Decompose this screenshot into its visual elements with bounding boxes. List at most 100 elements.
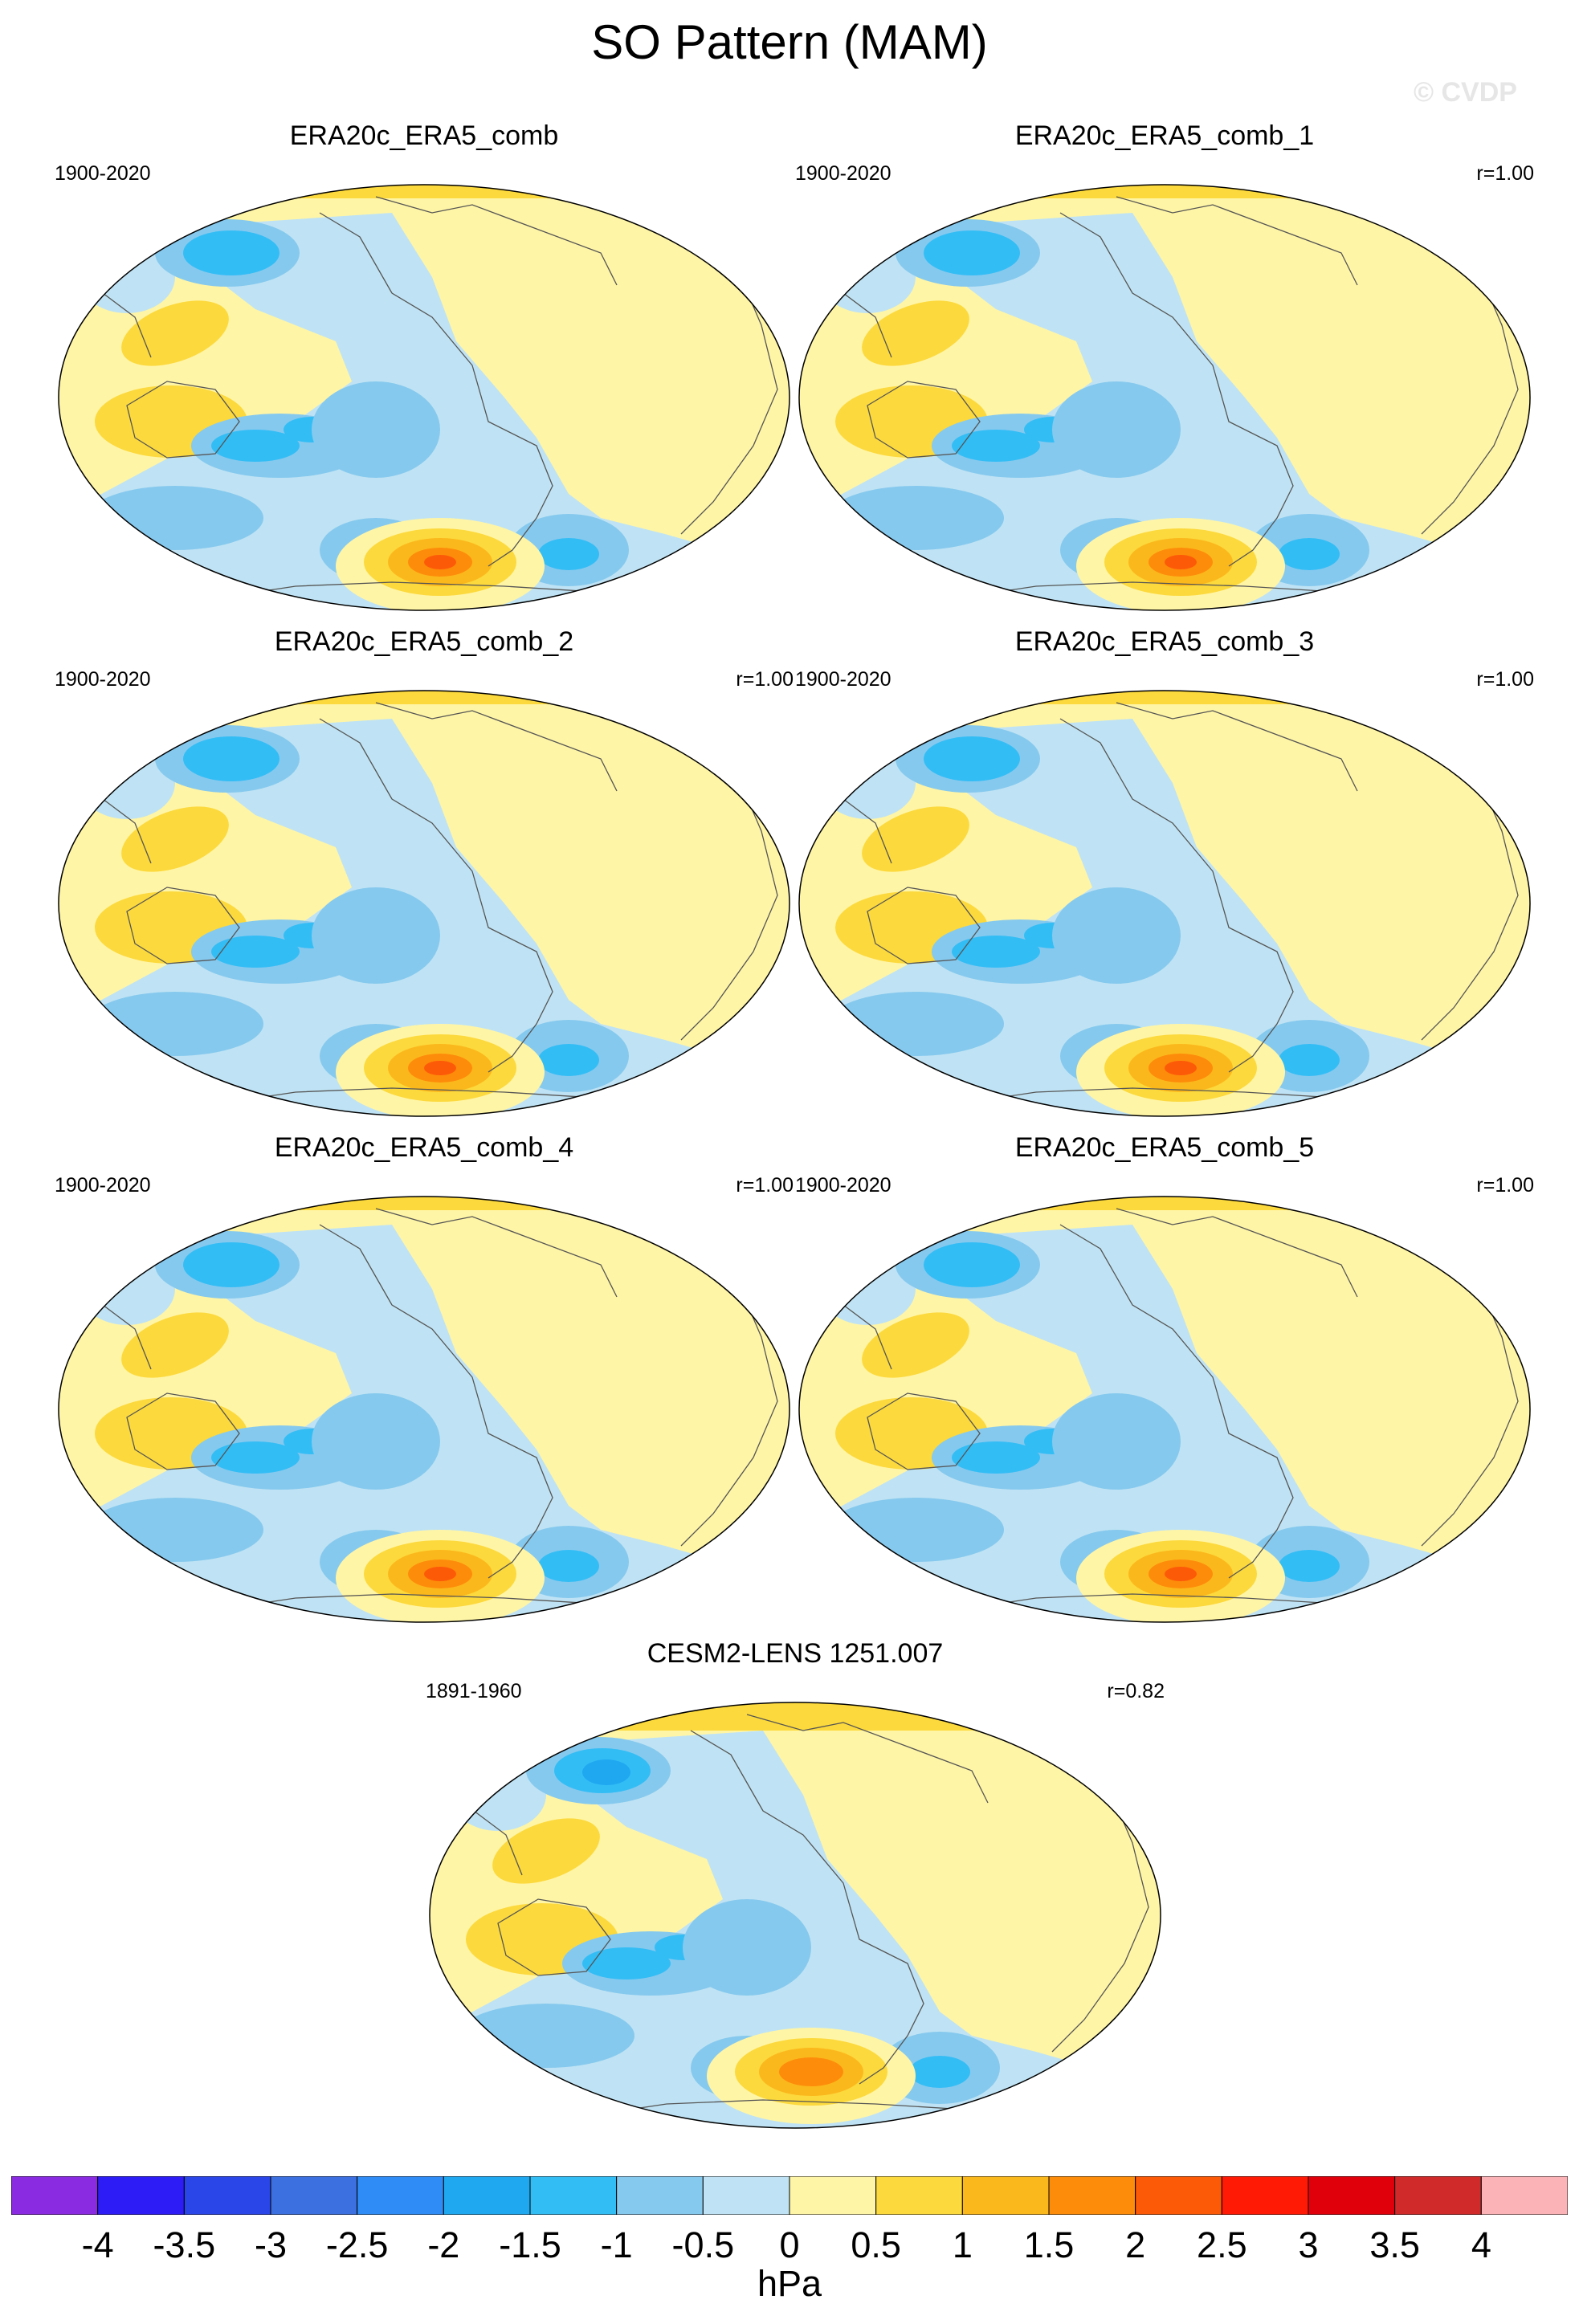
coastline (1116, 702, 1358, 792)
contour-fill (211, 430, 300, 462)
contour-fill (312, 381, 440, 478)
panel-correlation: r=1.00 (736, 668, 794, 691)
contour-fill (424, 555, 456, 569)
contour-fill (424, 1061, 456, 1075)
colorbar-tick-label: -1.5 (499, 2224, 561, 2265)
map-panel-5: ERA20c_ERA5_comb_5 1900-2020 r=1.00 (795, 1132, 1534, 1646)
panel-period: 1900-2020 (55, 162, 151, 185)
so-pattern-map (798, 184, 1531, 611)
coastline (126, 1392, 240, 1470)
contour-fill (183, 230, 279, 275)
colorbar-swatch (616, 2176, 704, 2215)
coastline (375, 196, 618, 286)
coastline (319, 718, 553, 1073)
colorbar-units: hPa (757, 2263, 822, 2304)
coastline (1059, 1224, 1294, 1579)
contour-fill (952, 1441, 1040, 1474)
panel-title: ERA20c_ERA5_comb_2 (274, 626, 574, 657)
contour-fill (87, 1498, 263, 1562)
contour-fill (458, 2004, 634, 2068)
colorbar-swatch (443, 2176, 531, 2215)
panel-title: ERA20c_ERA5_comb_4 (274, 1132, 574, 1163)
map-panel-4: ERA20c_ERA5_comb_4 1900-2020 r=1.00 (55, 1132, 794, 1646)
panel-correlation: r=0.82 (1107, 1680, 1165, 1702)
panel-period: 1891-1960 (426, 1680, 522, 1702)
map-panel-0: ERA20c_ERA5_comb 1900-2020 (55, 120, 794, 634)
colorbar-swatch (183, 2176, 271, 2215)
coastline (319, 1224, 553, 1579)
coastline (375, 1208, 618, 1298)
contour-fill (211, 1441, 300, 1474)
contour-fill (538, 1044, 599, 1076)
map-border (429, 1702, 1161, 2129)
map-panel-2: ERA20c_ERA5_comb_2 1900-2020 r=1.00 (55, 626, 794, 1140)
so-pattern-map (429, 1702, 1161, 2129)
colorbar-swatch (357, 2176, 444, 2215)
contour-fill (135, 691, 713, 704)
panel-title: ERA20c_ERA5_comb_3 (1014, 626, 1315, 657)
panel-title: CESM2-LENS 1251.007 (647, 1638, 944, 1669)
colorbar-tick-label: 4 (1471, 2224, 1491, 2265)
colorbar-tick-label: 2 (1125, 2224, 1146, 2265)
colorbar-swatch (789, 2176, 877, 2215)
contour-fill (1052, 1393, 1181, 1490)
panel-correlation: r=1.00 (736, 1174, 794, 1197)
colorbar-swatch (961, 2176, 1050, 2215)
coastline (1116, 196, 1358, 286)
colorbar-tick-label: -3.5 (153, 2224, 216, 2265)
contour-fill (582, 1947, 671, 1979)
panel-period: 1900-2020 (795, 1174, 892, 1197)
contour-fill (506, 1702, 1084, 1731)
map-border (798, 1196, 1531, 1623)
colorbar-tick-label: 3.5 (1369, 2224, 1420, 2265)
contour-field (799, 691, 1530, 1116)
coastline (126, 887, 240, 964)
contour-field (799, 185, 1530, 610)
contour-fill (875, 185, 1454, 198)
contour-fill (312, 1393, 440, 1490)
coastline (746, 1714, 989, 1804)
map-panel-1: ERA20c_ERA5_comb_1 1900-2020 r=1.00 (795, 120, 1534, 634)
colorbar-tick-label: 1.5 (1023, 2224, 1075, 2265)
colorbar-swatch (1048, 2176, 1136, 2215)
colorbar-tick-label: -2.5 (325, 2224, 389, 2265)
map-panel-3: ERA20c_ERA5_comb_3 1900-2020 r=1.00 (795, 626, 1534, 1140)
colorbar-swatch (97, 2176, 185, 2215)
contour-fill (1279, 1550, 1340, 1582)
contour-fill (211, 936, 300, 968)
colorbar-tick-label: 1 (952, 2224, 973, 2265)
contour-fill (183, 736, 279, 781)
colorbar-tick-label: -2 (427, 2224, 460, 2265)
contour-fill (1165, 1061, 1197, 1075)
contour-fill (135, 1197, 713, 1210)
so-pattern-map (58, 184, 790, 611)
contour-fill (582, 1759, 630, 1785)
contour-fill (1052, 887, 1181, 984)
contour-fill (538, 538, 599, 570)
colorbar-swatch (875, 2176, 963, 2215)
colorbar-swatch (270, 2176, 358, 2215)
coastline (867, 1392, 981, 1470)
panel-period: 1900-2020 (795, 668, 892, 691)
panel-period: 1900-2020 (55, 1174, 151, 1197)
coastline (690, 1730, 924, 2085)
coastline (1116, 1208, 1358, 1298)
contour-fill (424, 1567, 456, 1581)
panel-title: ERA20c_ERA5_comb (289, 120, 559, 151)
contour-fill (135, 185, 713, 198)
colorbar-tick-label: 0.5 (851, 2224, 901, 2265)
contour-fill (952, 430, 1040, 462)
contour-fill (1279, 1044, 1340, 1076)
contour-fill (538, 1550, 599, 1582)
map-border (798, 690, 1531, 1117)
colorbar-tick-label: 3 (1298, 2224, 1319, 2265)
map-border (58, 184, 790, 611)
colorbar-swatch (11, 2176, 99, 2215)
contour-fill (924, 736, 1020, 781)
panel-title: ERA20c_ERA5_comb_5 (1014, 1132, 1315, 1163)
colorbar-tick-label: 2.5 (1197, 2224, 1247, 2265)
contour-field (59, 185, 790, 610)
contour-field (59, 1197, 790, 1622)
map-border (798, 184, 1531, 611)
contour-fill (827, 1498, 1004, 1562)
